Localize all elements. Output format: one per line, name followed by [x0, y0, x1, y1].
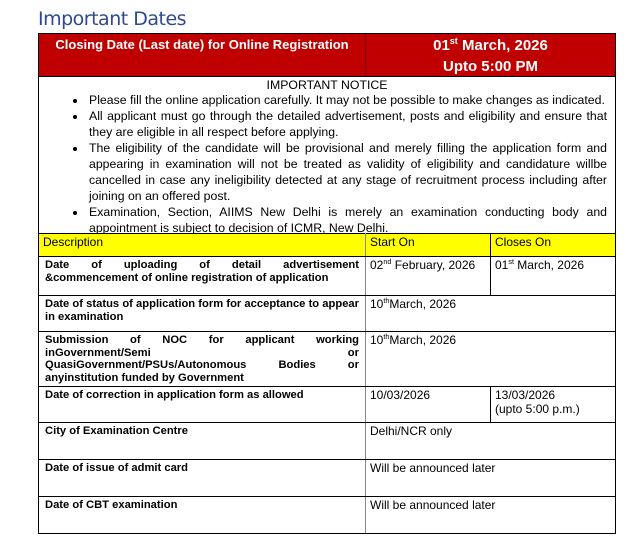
table-row: Date of issue of admit card Will be anno…: [38, 459, 616, 497]
page-title: Important Dates: [38, 8, 187, 30]
notice-heading: IMPORTANT NOTICE: [266, 78, 388, 92]
important-notice: IMPORTANT NOTICE Please fill the online …: [38, 76, 616, 236]
row-description: Date of uploading of detail advertisemen…: [38, 256, 366, 296]
row-start: Will be announced later: [365, 496, 616, 534]
row-description: Date of issue of admit card: [38, 459, 366, 497]
closing-day: 01: [433, 37, 450, 54]
header-closes-on: Closes On: [490, 233, 616, 257]
table-row: Date of uploading of detail advertisemen…: [38, 256, 616, 296]
table-header: Description Start On Closes On: [38, 233, 616, 257]
table-row: Submission of NOC for applicant working …: [38, 331, 616, 387]
closing-date-value: 01st March, 2026 Upto 5:00 PM: [366, 34, 615, 77]
table-row: Date of correction in application form a…: [38, 386, 616, 423]
row-description: Date of status of application form for a…: [38, 295, 366, 332]
header-start-on: Start On: [365, 233, 491, 257]
table-row: Date of status of application form for a…: [38, 295, 616, 332]
dates-table: Description Start On Closes On Date of u…: [38, 233, 616, 534]
row-start: 10/03/2026: [365, 386, 491, 423]
closing-time: Upto 5:00 PM: [442, 58, 538, 75]
closing-date-label: Closing Date (Last date) for Online Regi…: [39, 34, 366, 76]
row-start: 02nd February, 2026: [365, 256, 491, 296]
row-start: 10thMarch, 2026: [365, 331, 616, 387]
table-row: City of Examination Centre Delhi/NCR onl…: [38, 422, 616, 460]
notice-item: Please fill the online application caref…: [87, 92, 607, 108]
closing-date-banner: Closing Date (Last date) for Online Regi…: [38, 33, 616, 77]
row-description: City of Examination Centre: [38, 422, 366, 460]
notice-item: All applicant must go through the detail…: [87, 108, 607, 140]
header-description: Description: [38, 233, 366, 257]
row-close: 13/03/2026 (upto 5:00 p.m.): [490, 386, 616, 423]
row-start: 10thMarch, 2026: [365, 295, 616, 332]
row-description: Date of CBT examination: [38, 496, 366, 534]
row-start: Will be announced later: [365, 459, 616, 497]
closing-month-year: March, 2026: [457, 37, 548, 54]
table-row: Date of CBT examination Will be announce…: [38, 496, 616, 534]
closing-day-suffix: st: [449, 36, 458, 46]
row-description: Submission of NOC for applicant working …: [38, 331, 366, 387]
row-close: 01st March, 2026: [490, 256, 616, 296]
notice-item: The eligibility of the candidate will be…: [87, 140, 607, 204]
notice-item: Examination, Section, AIIMS New Delhi is…: [87, 204, 607, 236]
row-description: Date of correction in application form a…: [38, 386, 366, 423]
row-start: Delhi/NCR only: [365, 422, 616, 460]
